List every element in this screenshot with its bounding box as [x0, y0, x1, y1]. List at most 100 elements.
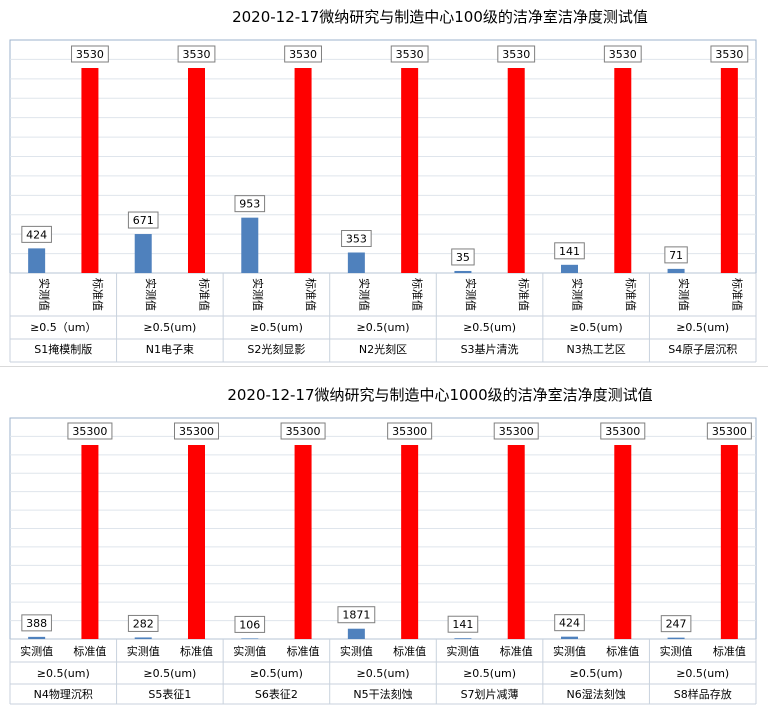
size-label: ≥0.5(um) [357, 667, 410, 680]
data-label-box [660, 615, 692, 633]
category-label: S8样品存放 [674, 687, 732, 701]
size-label: ≥0.5(um) [570, 667, 623, 680]
bar-type-label: 标准值 [730, 278, 744, 311]
data-label-box [280, 422, 326, 440]
data-label-box [710, 45, 749, 63]
data-label-box [127, 211, 159, 229]
bar-标准值 [294, 68, 312, 273]
data-label-box [554, 614, 585, 632]
category-label: N3热工艺区 [567, 343, 626, 356]
bar-标准值 [720, 445, 738, 639]
category-label: N1电子束 [146, 343, 194, 356]
data-label: 35300 [712, 425, 747, 438]
data-label: 3530 [396, 48, 424, 61]
data-label: 35300 [499, 425, 534, 438]
bar-type-label: 实测值 [571, 278, 585, 311]
data-label-box [21, 614, 52, 632]
size-label: ≥0.5(um) [357, 321, 410, 334]
bar-type-label: 实测值 [464, 278, 478, 311]
category-label: N2光刻区 [359, 342, 407, 356]
data-label-box [341, 230, 372, 247]
data-label: 424 [559, 617, 580, 630]
data-label: 3530 [715, 48, 743, 61]
bar-type-label: 标准值 [624, 278, 638, 311]
data-label: 106 [239, 618, 260, 631]
chart-top: 424 实测值 3530 标准值 ≥0.5（um） S1掩模制版 671 实测值 3530 标准值… [9, 39, 757, 363]
data-label-box [21, 225, 52, 243]
data-label: 3530 [502, 48, 530, 61]
size-label: ≥0.5(um) [570, 321, 623, 334]
size-label: ≥0.5(um) [250, 667, 303, 680]
chart-title-top: 2020-12-17微纳研究与制造中心100级的洁净室洁净度测试值 [232, 8, 648, 26]
category-label: N5干法刻蚀 [353, 687, 412, 701]
bar-标准值 [81, 68, 99, 273]
size-label: ≥0.5(um) [37, 667, 90, 680]
bar-标准值 [614, 445, 632, 639]
bar-标准值 [188, 445, 205, 639]
bar-type-label: 标准值 [287, 644, 320, 658]
bar-实测值 [667, 268, 685, 273]
category-label: S7划片减薄 [461, 687, 519, 701]
data-label: 671 [133, 214, 154, 227]
bar-实测值 [454, 270, 472, 273]
bar-type-label: 实测值 [127, 644, 160, 658]
bar-实测值 [241, 217, 259, 273]
bar-type-label: 标准值 [500, 644, 533, 658]
data-label-box [554, 242, 585, 260]
data-label: 35300 [286, 425, 321, 438]
bar-实测值 [28, 636, 46, 639]
bar-标准值 [188, 68, 205, 273]
size-label: ≥0.5(um) [250, 321, 303, 334]
data-label: 388 [26, 617, 47, 630]
data-label: 141 [559, 245, 580, 258]
category-label: N6湿法刻蚀 [567, 687, 626, 701]
bar-type-label: 标准值 [198, 278, 212, 311]
data-label-box [447, 615, 479, 633]
data-label: 35 [456, 251, 470, 264]
data-label-box [234, 615, 266, 633]
bar-标准值 [294, 445, 312, 639]
data-label: 247 [666, 618, 687, 631]
data-label-box [67, 422, 113, 440]
category-label: S4原子层沉积 [668, 343, 737, 356]
data-label: 3530 [289, 48, 317, 61]
data-label: 282 [133, 617, 154, 630]
category-label: S1掩模制版 [34, 342, 92, 356]
data-label-box [177, 45, 216, 63]
bar-实测值 [667, 637, 685, 639]
category-label: S5表征1 [148, 687, 191, 701]
bar-type-label: 标准值 [606, 644, 639, 658]
data-label: 3530 [76, 48, 104, 61]
data-label-box [127, 614, 159, 632]
bar-标准值 [81, 445, 99, 639]
bar-标准值 [401, 68, 419, 273]
bar-实测值 [134, 234, 152, 273]
size-label: ≥0.5(um) [143, 321, 196, 334]
bar-type-label: 标准值 [91, 278, 105, 311]
category-label: S3基片清洗 [461, 343, 519, 356]
data-label-box [493, 422, 539, 440]
bar-标准值 [507, 445, 525, 639]
bar-type-label: 实测值 [677, 278, 691, 311]
data-label-box [234, 195, 266, 213]
bar-type-label: 实测值 [251, 278, 265, 311]
bar-实测值 [454, 638, 472, 639]
section-divider [0, 366, 768, 367]
bar-实测值 [561, 264, 578, 273]
data-label: 3530 [183, 48, 211, 61]
bar-type-label: 实测值 [660, 644, 693, 658]
category-label: S2光刻显影 [247, 342, 305, 356]
data-label-box [451, 248, 475, 266]
bar-type-label: 实测值 [357, 278, 371, 311]
bar-标准值 [507, 68, 525, 273]
bar-标准值 [614, 68, 632, 273]
bar-type-label: 实测值 [233, 644, 266, 658]
size-label: ≥0.5(um) [463, 321, 516, 334]
data-label: 424 [26, 228, 47, 241]
data-label-box [603, 45, 642, 63]
data-label-box [390, 45, 429, 63]
bar-type-label: 标准值 [411, 278, 425, 311]
bar-type-label: 实测值 [553, 644, 586, 658]
